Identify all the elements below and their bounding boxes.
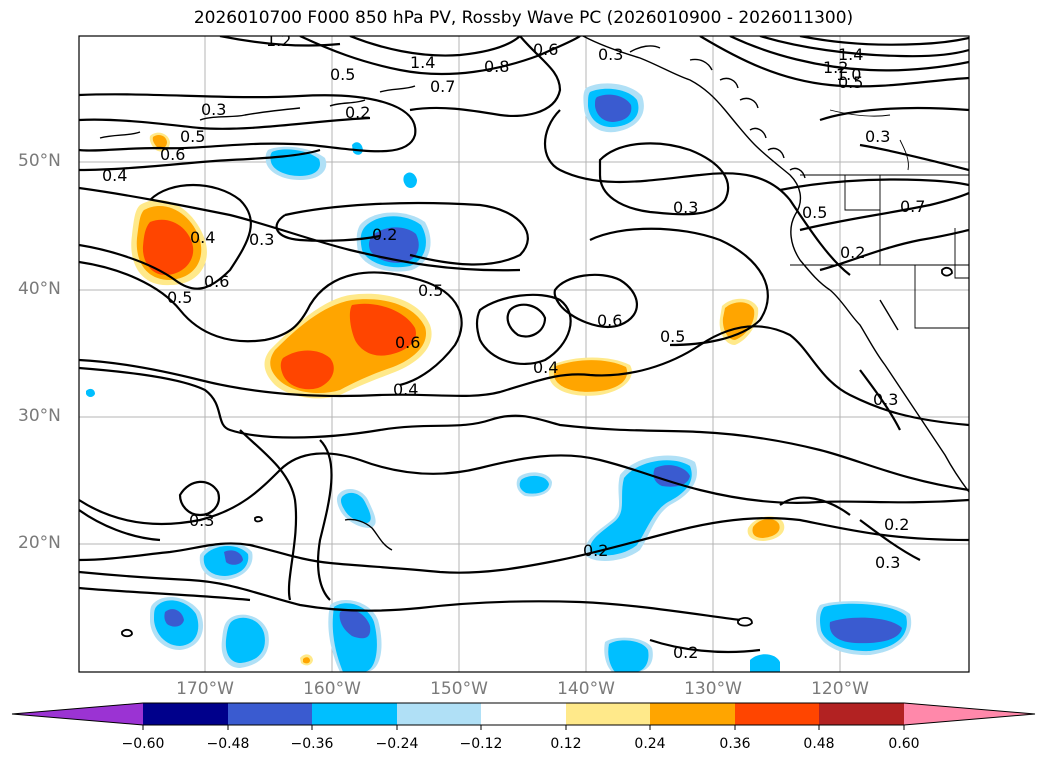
contour-label: 0.2: [345, 103, 370, 122]
contour-label: 0.6: [597, 311, 622, 330]
contour-labels: 1.2 0.5 1.4 0.7 0.8 0.6 0.3 1.4 1.2 1.0 …: [102, 31, 925, 662]
colorbar-bin: [312, 703, 397, 725]
contour-label: 0.3: [598, 45, 623, 64]
contour-label: 0.7: [430, 77, 455, 96]
colorbar-tick-label: −0.48: [206, 736, 250, 752]
contour-label: 0.4: [393, 380, 418, 399]
contour-label: 0.3: [673, 198, 698, 217]
colorbar-tick-label: 0.36: [719, 736, 751, 752]
pv-contours: [79, 36, 969, 654]
colorbar-tick-label: 0.48: [803, 736, 835, 752]
colorbar-bin: [481, 703, 566, 725]
contour-label: 1.4: [410, 53, 435, 72]
map-frame: [78, 35, 970, 673]
contour-label: 0.5: [660, 327, 685, 346]
colorbar-bin: [650, 703, 735, 725]
contour-label: 0.8: [484, 57, 509, 76]
contour-label: 0.4: [533, 358, 558, 377]
contour-label: 0.5: [802, 203, 827, 222]
lat-label-20n: 20°N: [18, 533, 61, 553]
contour-label: 0.3: [189, 511, 214, 530]
contour-label: 0.2: [673, 643, 698, 662]
political-borders: [790, 109, 969, 329]
lon-label-140w: 140°W: [557, 679, 615, 699]
contour-label: 0.3: [873, 390, 898, 409]
contour-label: 0.3: [201, 100, 226, 119]
colorbar-tick-label: 0.12: [550, 736, 582, 752]
contour-label: 1.0: [836, 65, 861, 84]
contour-label: 0.3: [875, 553, 900, 572]
colorbar-tick-label: −0.24: [375, 736, 419, 752]
map-title: 2026010700 F000 850 hPa PV, Rossby Wave …: [193, 8, 854, 28]
contour-label: 0.4: [190, 228, 215, 247]
colorbar-bin: [819, 703, 904, 725]
colorbar-bin: [735, 703, 819, 725]
lat-label-30n: 30°N: [18, 406, 61, 426]
colorbar-tick-label: 0.60: [888, 736, 920, 752]
contour-label: 0.3: [249, 230, 274, 249]
colorbar-tick-label: −0.12: [459, 736, 503, 752]
contour-label: 1.2: [823, 58, 848, 77]
contour-label: 0.6: [395, 333, 420, 352]
lon-label-150w: 150°W: [430, 679, 488, 699]
positive-anomaly-shading: [131, 132, 785, 666]
contour-label: 0.5: [167, 288, 192, 307]
contour-label: 0.5: [838, 73, 863, 92]
colorbar-bin: [397, 703, 481, 725]
coastlines: [99, 36, 969, 551]
colorbar-extend-left: [12, 703, 143, 725]
colorbar-tick-label: 0.24: [634, 736, 666, 752]
contour-label: 0.6: [160, 145, 185, 164]
contour-label: 0.6: [533, 40, 558, 59]
lon-label-120w: 120°W: [811, 679, 869, 699]
contour-label: 0.2: [372, 225, 397, 244]
contour-label: 0.3: [865, 127, 890, 146]
contour-label: 1.4: [838, 45, 863, 64]
colorbar-extend-right: [904, 703, 1035, 725]
contour-label: 0.7: [900, 197, 925, 216]
contour-label: 0.5: [180, 127, 205, 146]
contour-label: 0.2: [583, 541, 608, 560]
lon-label-160w: 160°W: [303, 679, 361, 699]
contour-label: 0.5: [418, 281, 443, 300]
lon-label-130w: 130°W: [684, 679, 742, 699]
contour-label: 0.5: [330, 65, 355, 84]
contour-label: 0.2: [840, 243, 865, 262]
lat-label-40n: 40°N: [18, 279, 61, 299]
lon-label-170w: 170°W: [176, 679, 234, 699]
colorbar-bin: [143, 703, 228, 725]
lat-label-50n: 50°N: [18, 151, 61, 171]
small-contours: [121, 266, 953, 638]
colorbar-tick-label: −0.60: [121, 736, 165, 752]
colorbar-bin: [228, 703, 312, 725]
contour-label: 0.2: [884, 515, 909, 534]
contour-label: 0.4: [102, 166, 127, 185]
contour-label: 0.6: [204, 272, 229, 291]
colorbar-bin: [566, 703, 650, 725]
contour-label: 1.2: [266, 31, 291, 50]
colorbar: [11, 702, 1036, 730]
colorbar-tick-label: −0.36: [290, 736, 334, 752]
